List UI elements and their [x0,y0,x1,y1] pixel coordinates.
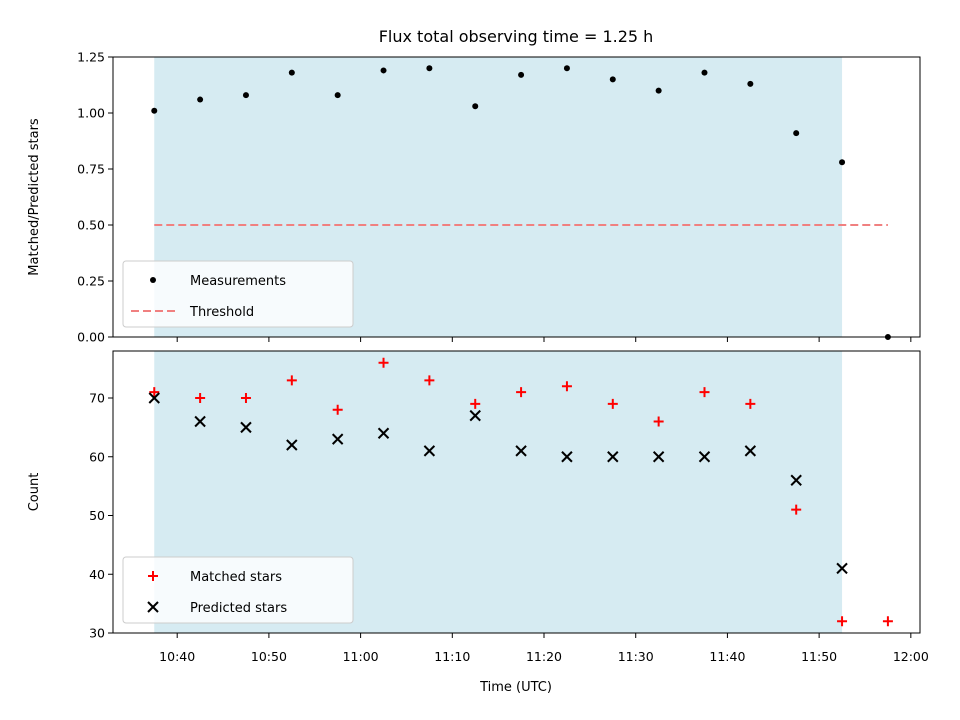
predicted-stars-point [423,445,436,457]
y-tick-label: 0.75 [77,162,105,177]
x-tick-label: 10:40 [159,649,195,664]
matched-stars-point [699,387,710,398]
matched-stars-point [745,398,756,409]
predicted-stars-point [698,451,711,463]
x-tick-label: 12:00 [893,649,929,664]
y-tick-label: 50 [89,508,105,523]
y-axis-label: Matched/Predicted stars [27,118,42,276]
chart-title: Flux total observing time = 1.25 h [379,27,654,46]
matched-stars-point [240,393,251,403]
measurement-point [288,69,295,76]
matched-stars-point [470,398,481,409]
matched-stars-point [195,393,206,403]
matched-stars-point [837,616,848,627]
x-tick-label: 10:50 [251,649,287,664]
predicted-stars-point [240,421,252,434]
predicted-stars-point [652,451,665,463]
predicted-stars-point [469,409,481,422]
x-tick-label: 11:10 [434,649,470,664]
y-tick-label: 1.25 [77,50,105,65]
panel-ratio: 0.00 0.25 0.50 0.75 1.00 1.25 Matched/Predicte… [27,50,921,345]
x-tick-label: 11:40 [709,649,745,664]
measurement-point [518,71,525,78]
legend-marker-matched [148,571,158,581]
x-axis-label: Time (UTC) [479,680,552,695]
predicted-stars-point [744,445,757,457]
matched-stars-point [561,381,572,392]
predicted-stars-point [377,427,390,439]
legend-label: Matched stars [190,570,282,585]
predicted-stars-point [194,415,206,428]
predicted-stars-point [561,451,573,463]
matched-stars-point [653,416,664,427]
measurement-point [563,65,570,72]
measurement-point [380,67,387,74]
legend-marker-predicted [147,601,159,613]
legend: Measurements Threshold [122,260,354,328]
matched-stars-point [791,504,802,515]
axes-frame [112,350,921,634]
predicted-stars-point [607,451,619,463]
matched-stars-point [607,398,618,409]
matched-stars-point [378,357,389,368]
x-tick-label: 11:30 [618,649,654,664]
legend-label: Threshold [189,305,254,320]
x-tick-label: 11:20 [526,649,562,664]
y-tick-label: 40 [89,567,105,582]
measurement-point [793,130,800,137]
measurement-point [839,159,846,166]
measurement-point [747,80,754,87]
matched-stars-point [149,387,160,398]
x-tick-label: 11:50 [801,649,837,664]
matched-stars-point [332,404,343,415]
y-tick-label: 0.00 [77,330,105,345]
matched-stars-point [424,375,435,386]
measurement-point [426,65,433,72]
legend: Matched stars Predicted stars [122,556,354,624]
measurement-point [242,92,249,99]
predicted-stars-point [148,392,160,404]
measurement-point [655,87,662,94]
y-tick-label: 30 [89,626,105,641]
y-tick-label: 0.50 [77,218,105,233]
matched-stars-point [882,616,893,627]
y-tick-label: 70 [89,391,105,406]
legend-label: Predicted stars [190,601,287,616]
measurement-point [197,96,204,103]
y-tick-label: 1.00 [77,106,105,121]
legend-box [122,260,354,328]
predicted-stars-point [331,433,344,445]
measurement-point [334,92,341,99]
y-axis-label: Count [27,473,42,512]
legend-label: Measurements [190,274,286,289]
measurement-point [151,107,158,114]
matched-stars-point [516,387,527,398]
x-tick-label: 11:00 [343,649,379,664]
measurement-point [609,76,616,83]
predicted-stars-point [515,445,527,457]
axes-frame [112,56,921,338]
panel-count: 30 40 50 60 70 10:40 10:50 11:00 11:10 11:20 11:30… [27,350,929,664]
predicted-stars-point [836,562,848,575]
predicted-stars-point [286,439,298,451]
legend-box [122,556,354,624]
legend-marker-measurements [150,277,156,283]
predicted-stars-point [790,474,802,486]
matched-stars-point [286,375,297,386]
measurement-point [472,103,479,110]
y-tick-label: 0.25 [77,274,105,289]
measurement-point [701,69,708,76]
y-tick-label: 60 [89,449,105,464]
